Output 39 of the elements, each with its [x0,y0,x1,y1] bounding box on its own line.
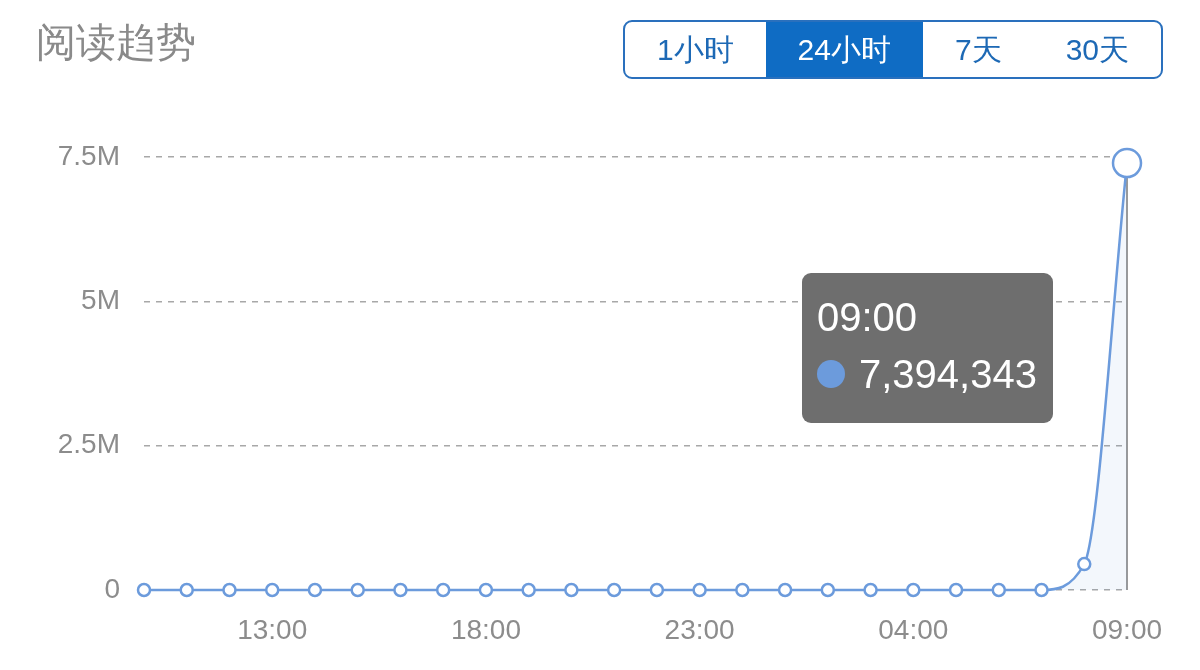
time-range-tab[interactable]: 7天 [922,22,1034,77]
point [649,582,665,598]
point [179,582,194,598]
chart-title: 阅读趋势 [36,19,196,65]
annotation: 7,394,343 [859,351,1037,399]
point [1034,582,1049,598]
y-tick-label: 2.5M [57,428,120,460]
point [692,582,707,598]
x-tick-label: 23:00 [664,613,735,645]
point [606,582,622,598]
tooltip: 09:00 7,394,343 [802,273,1053,424]
x-tick-label: 13:00 [237,613,308,645]
y-tick-label: 7.5M [57,139,120,171]
point [906,582,921,598]
y-tick-label: 5M [81,284,120,316]
point [564,582,579,598]
point [735,582,750,598]
time-range-tab[interactable]: 1小时 [624,22,766,77]
point [777,582,793,598]
x-tick-label: 18:00 [450,613,521,645]
y-tick-label: 0 [104,572,120,604]
point [393,582,408,598]
point [820,582,836,598]
time-range-tab[interactable]: 24小时 [765,22,923,77]
point [1077,556,1092,572]
x-tick-label: 09:00 [1091,613,1163,645]
point [991,582,1007,598]
point [350,582,365,598]
point [435,582,451,598]
point [478,582,494,598]
point [264,582,280,598]
point [307,582,323,598]
point [136,582,152,598]
point [948,582,964,598]
point [222,582,237,598]
x-tick-label: 04:00 [878,613,949,645]
point [863,582,878,598]
point [521,582,536,598]
time-range-tab[interactable]: 30天 [1033,22,1161,77]
